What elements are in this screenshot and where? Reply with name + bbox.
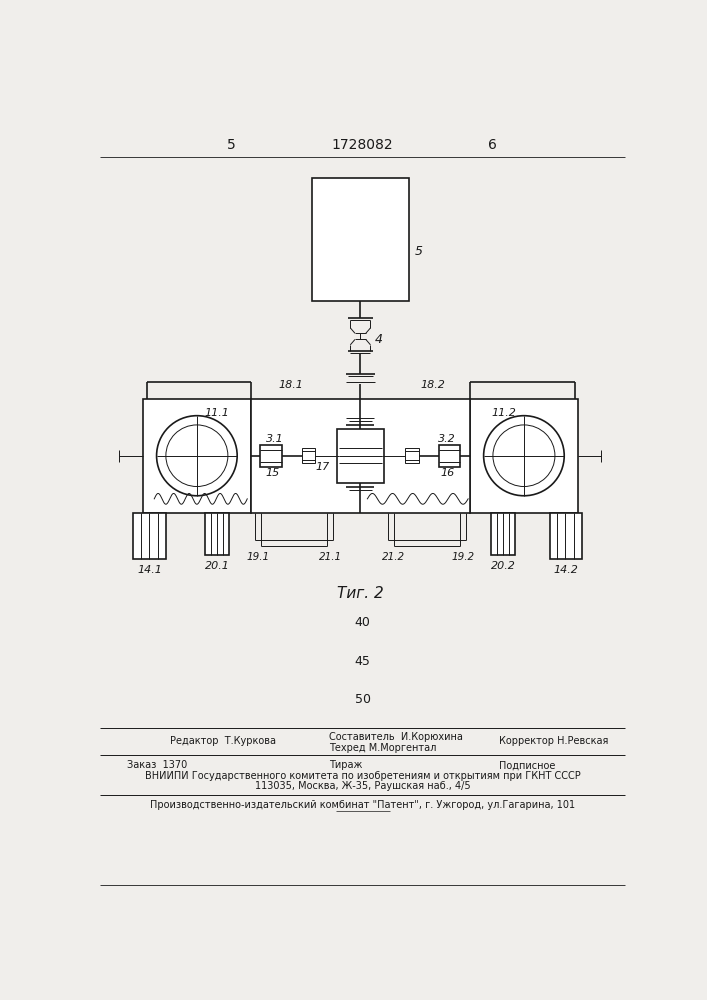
Text: 20.1: 20.1 [204,561,230,571]
Bar [491,513,515,555]
Text: 17: 17 [315,462,329,472]
Text: Τиг. 2: Τиг. 2 [337,586,384,601]
Circle shape [484,416,564,496]
Text: Редактор  Т.Куркова: Редактор Т.Куркова [170,736,276,746]
Text: Составитель  И.Корюхина: Составитель И.Корюхина [329,732,462,742]
Text: 21.2: 21.2 [382,552,405,562]
Text: Заказ  1370: Заказ 1370 [127,760,187,770]
Text: 19.2: 19.2 [451,552,474,562]
Text: 4: 4 [375,333,383,346]
Text: Корректор Н.Ревская: Корректор Н.Ревская [499,736,609,746]
Text: 6: 6 [489,138,497,152]
Bar [469,399,578,513]
Bar [204,513,230,555]
Text: 18.1: 18.1 [279,380,303,390]
Bar [134,513,166,559]
Text: 5: 5 [228,138,236,152]
Text: 19.1: 19.1 [247,552,269,562]
Text: 11.2: 11.2 [491,408,516,418]
Text: Подписное: Подписное [499,760,556,770]
Text: 16: 16 [441,468,455,478]
Circle shape [493,425,555,487]
Text: 20.2: 20.2 [491,561,515,571]
Bar [438,445,460,466]
Text: 21.1: 21.1 [319,552,341,562]
Text: 14.2: 14.2 [554,565,578,575]
Bar [405,448,419,463]
Bar [312,178,409,301]
Bar [143,399,251,513]
Bar [337,429,384,483]
Text: 40: 40 [355,616,370,629]
Text: 14.1: 14.1 [137,565,162,575]
Text: Техред М.Моргентал: Техред М.Моргентал [329,743,436,753]
Text: ВНИИПИ Государственного комитета по изобретениям и открытиям при ГКНТ СССР: ВНИИПИ Государственного комитета по изоб… [145,771,580,781]
Text: 15: 15 [266,468,280,478]
Bar [549,513,582,559]
Text: 18.2: 18.2 [420,380,445,390]
Text: 50: 50 [355,693,370,706]
Text: Тираж: Тираж [329,760,362,770]
Text: 11.1: 11.1 [204,408,230,418]
Bar [260,445,282,466]
Circle shape [156,416,237,496]
Text: 5: 5 [414,245,423,258]
Text: 1728082: 1728082 [332,138,394,152]
Bar [301,448,315,463]
Circle shape [166,425,228,487]
Text: 45: 45 [355,655,370,668]
Bar [251,399,469,513]
Text: 3.1: 3.1 [266,434,284,444]
Text: Производственно-издательский комбинат "Патент", г. Ужгород, ул.Гагарина, 101: Производственно-издательский комбинат "П… [150,800,575,810]
Text: 113035, Москва, Ж-35, Раушская наб., 4/5: 113035, Москва, Ж-35, Раушская наб., 4/5 [255,781,471,791]
Text: 3.2: 3.2 [438,434,455,444]
